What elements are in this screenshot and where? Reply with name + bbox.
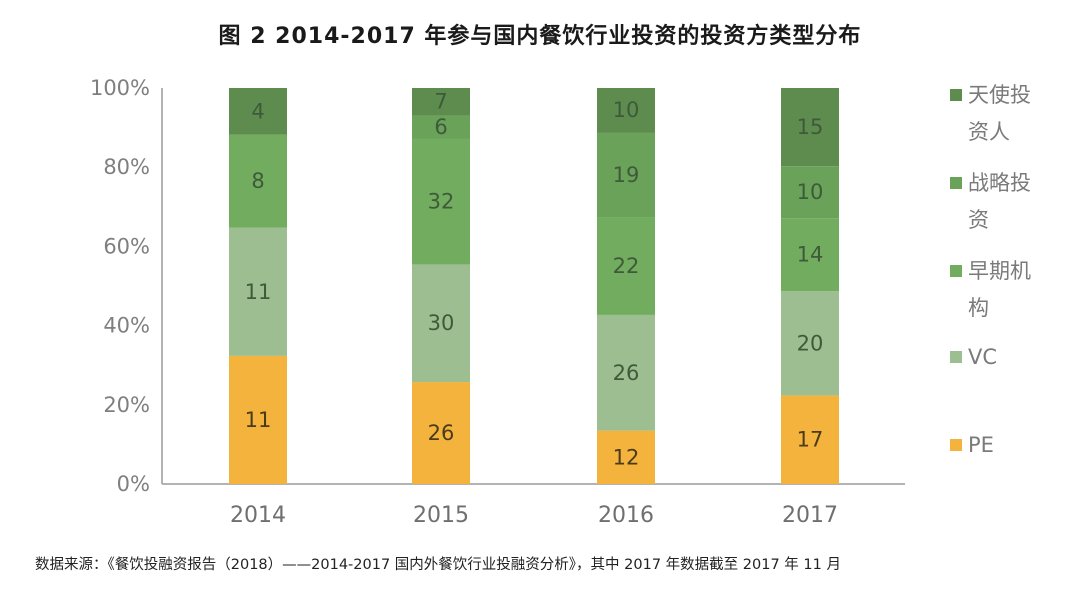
legend-label: 构 bbox=[968, 296, 989, 320]
legend-swatch bbox=[950, 351, 962, 363]
bar-segment bbox=[229, 227, 287, 356]
bar-segment bbox=[229, 355, 287, 484]
bar-segment bbox=[412, 115, 470, 139]
x-tick-label: 2014 bbox=[230, 503, 286, 528]
data-label: 10 bbox=[797, 180, 824, 204]
data-label: 8 bbox=[251, 169, 264, 193]
data-label: 6 bbox=[434, 115, 447, 139]
data-label: 15 bbox=[797, 115, 824, 139]
data-label: 30 bbox=[428, 311, 455, 335]
data-label: 11 bbox=[245, 408, 272, 432]
legend-swatch bbox=[950, 439, 962, 451]
bar-segment bbox=[781, 88, 839, 167]
data-label: 19 bbox=[613, 163, 640, 187]
data-label: 12 bbox=[613, 445, 640, 469]
legend-label: VC bbox=[968, 345, 997, 369]
bar-segment bbox=[597, 217, 655, 315]
bar-segment bbox=[412, 382, 470, 484]
legend-swatch bbox=[950, 89, 962, 101]
data-label: 26 bbox=[428, 421, 455, 445]
data-label: 22 bbox=[613, 254, 640, 278]
bar-segment bbox=[597, 88, 655, 133]
y-tick-label: 100% bbox=[90, 76, 150, 100]
y-tick-label: 60% bbox=[103, 234, 150, 258]
y-tick-label: 80% bbox=[103, 155, 150, 179]
bar-segment bbox=[412, 138, 470, 265]
x-tick-label: 2017 bbox=[782, 503, 838, 528]
bar-segment bbox=[229, 134, 287, 228]
data-label: 17 bbox=[797, 428, 824, 452]
bar-segment bbox=[597, 314, 655, 431]
legend-label: 早期机 bbox=[968, 259, 1031, 283]
y-tick-label: 20% bbox=[103, 393, 150, 417]
data-label: 14 bbox=[797, 243, 824, 267]
y-tick-label: 40% bbox=[103, 314, 150, 338]
bar-segment bbox=[781, 291, 839, 396]
bar-segment bbox=[781, 395, 839, 484]
data-label: 20 bbox=[797, 331, 824, 355]
x-tick-label: 2016 bbox=[598, 503, 654, 528]
data-label: 7 bbox=[434, 90, 447, 114]
data-label: 10 bbox=[613, 98, 640, 122]
bar-segment bbox=[597, 132, 655, 218]
legend-label: PE bbox=[968, 433, 994, 457]
legend-swatch bbox=[950, 265, 962, 277]
bar-segment bbox=[229, 88, 287, 135]
source-note: 数据来源：《餐饮投融资报告（2018）——2014-2017 国内外餐饮行业投融… bbox=[35, 557, 841, 573]
legend-label: 战略投 bbox=[968, 171, 1031, 195]
bar-segment bbox=[781, 218, 839, 292]
legend-label: 资 bbox=[968, 208, 989, 232]
data-label: 11 bbox=[245, 280, 272, 304]
y-tick-label: 0% bbox=[117, 472, 150, 496]
data-label: 32 bbox=[428, 190, 455, 214]
legend-swatch bbox=[950, 177, 962, 189]
x-tick-label: 2015 bbox=[413, 503, 469, 528]
legend-label: 天使投 bbox=[968, 83, 1031, 107]
data-label: 26 bbox=[613, 361, 640, 385]
chart-title: 图 2 2014-2017 年参与国内餐饮行业投资的投资方类型分布 bbox=[218, 24, 862, 49]
bar-segment bbox=[781, 166, 839, 219]
legend-label: 资人 bbox=[968, 120, 1010, 144]
bar-segment bbox=[412, 264, 470, 383]
bar-segment bbox=[412, 88, 470, 116]
data-label: 4 bbox=[251, 99, 264, 123]
bar-segment bbox=[597, 430, 655, 484]
